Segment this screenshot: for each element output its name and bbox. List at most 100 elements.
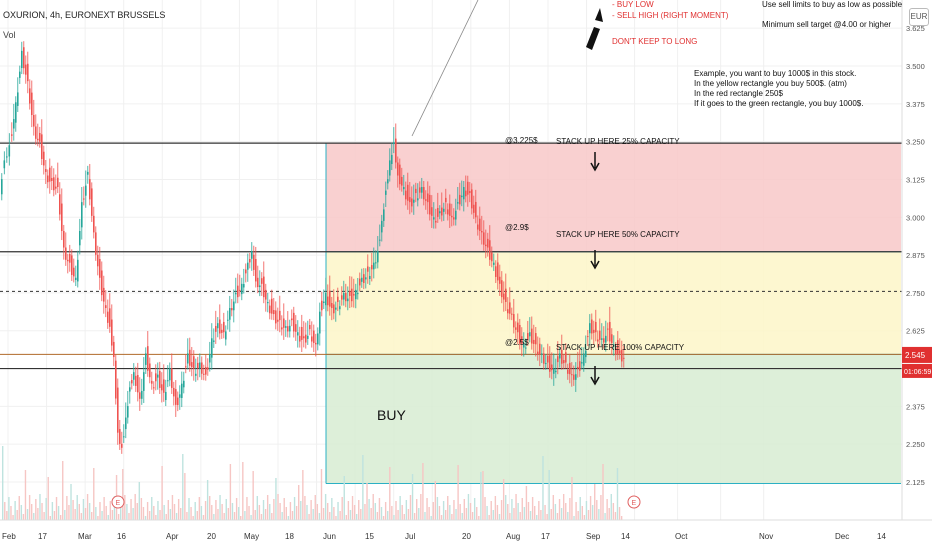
candle xyxy=(171,368,173,388)
candle xyxy=(611,334,613,343)
volume-bar xyxy=(256,496,259,520)
volume-bar xyxy=(157,501,159,520)
volume-bar xyxy=(471,512,474,520)
candle xyxy=(1,179,3,195)
volume-bar xyxy=(562,494,565,520)
candle xyxy=(265,289,267,300)
candle xyxy=(169,368,171,381)
volume-bar xyxy=(62,461,64,520)
volume-bar xyxy=(237,507,240,520)
candle xyxy=(367,266,369,272)
volume-bar xyxy=(273,499,275,520)
volume-bar xyxy=(329,512,331,520)
candle xyxy=(63,230,65,248)
volume-bar xyxy=(320,469,323,520)
candle xyxy=(457,202,459,204)
price-tick-label: 3.625 xyxy=(906,24,925,33)
volume-bar xyxy=(163,505,165,520)
volume-bar xyxy=(434,481,437,520)
volume-bar xyxy=(401,505,403,520)
candle xyxy=(287,326,289,332)
volume-bar xyxy=(573,516,575,520)
candle xyxy=(179,394,181,398)
candle xyxy=(97,254,99,267)
volume-bar xyxy=(103,497,105,520)
currency-button[interactable]: EUR xyxy=(909,8,929,26)
volume-bar xyxy=(192,516,194,520)
volume-bar xyxy=(225,499,227,520)
volume-bar xyxy=(188,498,190,520)
candle xyxy=(515,327,517,330)
candle xyxy=(289,325,291,332)
candle xyxy=(391,154,393,165)
candle xyxy=(195,373,197,376)
candle xyxy=(273,310,275,315)
candle xyxy=(35,126,37,139)
candle xyxy=(371,265,373,270)
volume-bar xyxy=(16,510,18,520)
volume-bar xyxy=(500,500,503,520)
candle xyxy=(55,186,57,189)
note-example-1: Example, you want to buy 1000$ in this s… xyxy=(694,69,857,78)
candle xyxy=(531,328,533,344)
note-example-4: If it goes to the green rectangle, you b… xyxy=(694,99,864,108)
candle xyxy=(8,145,11,157)
candle xyxy=(197,362,199,369)
candle xyxy=(449,203,451,216)
candle xyxy=(11,134,13,136)
volume-bar xyxy=(358,500,360,520)
candle xyxy=(281,327,283,330)
price-tick-label: 2.875 xyxy=(906,251,925,260)
volume-bar xyxy=(331,498,333,520)
countdown-badge xyxy=(902,363,932,378)
volume-bar xyxy=(608,508,610,520)
volume-bar xyxy=(4,502,6,520)
candle xyxy=(615,347,617,355)
volume-bar xyxy=(529,511,532,520)
volume-bar xyxy=(440,515,443,520)
volume-bar xyxy=(594,484,596,520)
candle xyxy=(213,340,215,342)
time-axis xyxy=(0,520,932,550)
candle xyxy=(353,293,355,296)
volume-bar xyxy=(413,513,416,520)
candle xyxy=(141,390,143,399)
volume-bar xyxy=(521,498,523,520)
candle xyxy=(143,372,145,391)
candle xyxy=(155,373,157,382)
volume-bar xyxy=(302,470,304,520)
volume-bar xyxy=(384,502,387,520)
volume-bar xyxy=(587,510,590,520)
volume-bar xyxy=(322,508,325,520)
volume-bar xyxy=(70,484,72,520)
candle xyxy=(6,156,8,158)
level-label-3: @2.5$ xyxy=(505,338,529,347)
volume-bar xyxy=(372,494,374,520)
volume-bar xyxy=(389,467,391,520)
candle xyxy=(247,262,249,270)
candle xyxy=(333,304,335,314)
volume-bar xyxy=(505,495,507,520)
candle xyxy=(487,238,489,248)
volume-bar xyxy=(312,509,314,520)
candle xyxy=(523,344,525,348)
volume-bar xyxy=(507,504,509,520)
candle xyxy=(559,353,561,359)
volume-bar xyxy=(159,510,161,520)
candle xyxy=(617,340,619,355)
volume-bar xyxy=(109,501,112,520)
candle xyxy=(253,254,255,270)
volume-bar xyxy=(171,495,174,520)
volume-bar xyxy=(318,513,321,520)
candle xyxy=(17,92,19,106)
volume-bar xyxy=(271,513,273,520)
candle xyxy=(389,160,391,176)
volume-bar xyxy=(577,511,579,520)
candle xyxy=(167,380,169,382)
price-tick-label: 3.375 xyxy=(906,100,925,109)
candle xyxy=(619,350,621,354)
candle xyxy=(439,211,441,214)
candle xyxy=(187,353,189,364)
volume-bar xyxy=(546,514,548,520)
